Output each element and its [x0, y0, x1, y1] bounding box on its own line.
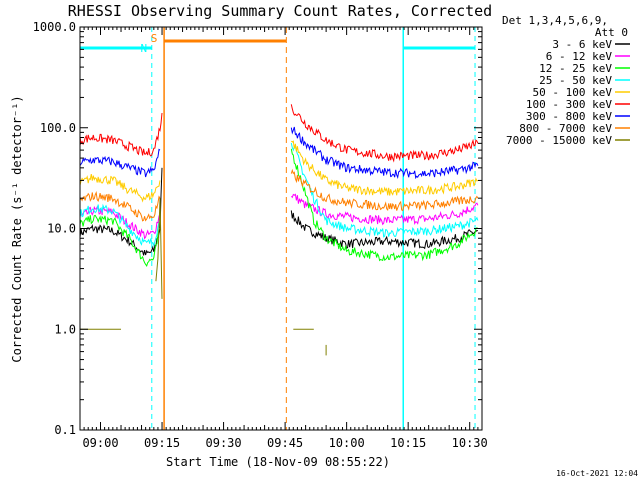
x-tick-label: 09:45 — [267, 436, 303, 450]
y-axis-label: Corrected Count Rate (s⁻¹ detector⁻¹) — [10, 95, 24, 362]
legend-entry: 100 - 300 keV — [526, 98, 612, 111]
series-line — [290, 210, 478, 250]
series-layer — [80, 104, 479, 356]
y-tick-label: 1000.0 — [33, 20, 76, 34]
series-line — [80, 167, 163, 256]
series-line — [80, 203, 161, 248]
series-line — [290, 148, 479, 262]
timestamp: 16-Oct-2021 12:04 — [556, 469, 638, 478]
legend-header: Det 1,3,4,5,6,9, — [502, 14, 608, 27]
legend-entry: 800 - 7000 keV — [519, 122, 612, 135]
night-label: N — [140, 42, 147, 55]
series-line — [80, 214, 161, 267]
legend-header: Att 0 — [595, 26, 628, 39]
legend-entry: 6 - 12 keV — [546, 50, 613, 63]
series-line — [290, 168, 479, 212]
series-line — [80, 174, 161, 203]
x-tick-label: 09:00 — [82, 436, 118, 450]
axes-layer: 1000.0 100.0 10.0 1.0 0.1 09:00 09:15 09:30 09:4… — [33, 20, 488, 450]
y-tick-label: 0.1 — [54, 423, 76, 437]
x-tick-label: 10:00 — [329, 436, 365, 450]
series-line — [80, 191, 161, 222]
x-tick-label: 09:30 — [206, 436, 242, 450]
legend-entry: 3 - 6 keV — [552, 38, 612, 51]
series-line — [80, 205, 161, 240]
y-tick-label: 10.0 — [47, 222, 76, 236]
legend-entry: 300 - 800 keV — [526, 110, 612, 123]
legend-entry: 25 - 50 keV — [539, 74, 612, 87]
series-line — [290, 193, 479, 226]
series-line — [155, 198, 163, 299]
series-line — [80, 112, 163, 157]
x-tick-label: 10:30 — [452, 436, 488, 450]
series-line — [290, 142, 479, 238]
y-tick-label: 1.0 — [54, 322, 76, 336]
x-axis-label: Start Time (18-Nov-09 08:55:22) — [166, 455, 390, 469]
series-line — [80, 148, 161, 178]
saa-label: S — [151, 32, 158, 45]
legend-entry: 12 - 25 keV — [539, 62, 612, 75]
legend-entry: 7000 - 15000 keV — [506, 134, 612, 147]
x-tick-label: 09:15 — [144, 436, 180, 450]
x-tick-label: 10:15 — [390, 436, 426, 450]
series-line — [290, 126, 479, 180]
legend-entry: 50 - 100 keV — [533, 86, 613, 99]
series-line — [291, 140, 479, 196]
y-tick-label: 100.0 — [40, 121, 76, 135]
chart-title: RHESSI Observing Summary Count Rates, Co… — [68, 2, 492, 20]
series-line — [290, 104, 479, 163]
